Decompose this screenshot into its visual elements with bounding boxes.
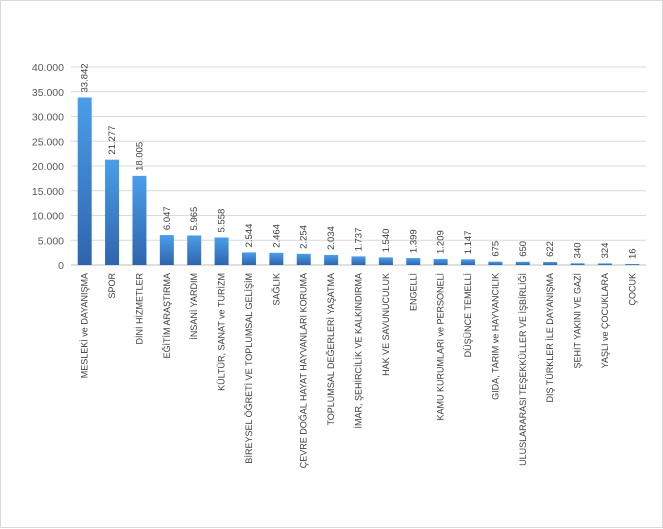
bar [488,261,503,265]
category-label: DİNİ HİZMETLER [134,273,144,345]
bar [296,253,311,265]
y-tick-label: 15.000 [32,186,64,198]
data-label: 622 [545,241,556,257]
category-label: ÇOCUK [627,273,637,306]
y-tick-label: 10.000 [32,211,64,223]
data-label: 324 [600,243,611,259]
data-label: 1.540 [381,229,392,253]
y-tick-label: 20.000 [32,161,64,173]
category-label: BİREYSEL ÖĞRETİ VE TOPLUMSAL GELİŞİM [244,273,254,464]
y-tick-label: 25.000 [32,136,64,148]
bar [406,258,421,265]
category-label: ÇEVRE DOĞAL HAYAT HAYVANLARI KORUMA [299,273,309,468]
data-label: 675 [490,241,501,257]
category-label: ENGELLİ [408,273,418,311]
category-label: TOPLUMSAL DEĞERLERİ YAŞATMA [326,273,336,426]
bar [132,175,147,265]
data-label: 6.047 [162,206,173,230]
category-label: İMAR, ŞEHİRCİLİK VE KALKINDIRMA [354,273,364,429]
category-label: İNSANİ YARDIM [189,273,199,340]
bar [351,256,366,265]
y-axis-tick-labels: 0 5.000 10.000 15.000 20.000 25.000 30.000 35.0… [32,62,64,272]
data-label: 5.965 [189,207,200,231]
bar [105,159,120,265]
data-label: 18.005 [134,142,145,171]
y-tick-label: 0 [58,260,64,272]
bar [625,264,640,265]
data-label: 1.147 [463,231,474,255]
y-tick-label: 35.000 [32,87,64,99]
data-label: 340 [573,242,584,258]
bar [378,257,393,265]
category-label: ULUSLARARASI TEŞEKKÜLLER VE İŞBİRLİĞİ [518,273,528,466]
category-label: SAĞLIK [271,273,281,306]
data-label: 1.399 [408,229,419,253]
bar [570,263,585,265]
category-label: DIŞ TÜRKLER İLE DAYANIŞMA [545,273,555,403]
category-label: HAK VE SAVUNUCULUK [381,273,391,376]
category-label: MESLEKİ ve DAYANIŞMA [80,273,90,378]
y-tick-label: 30.000 [32,112,64,124]
bar [269,252,284,265]
bar [159,235,174,265]
data-label: 21.277 [107,126,118,155]
bar [461,259,476,265]
bar [187,235,202,265]
data-label: 2.464 [271,224,282,248]
category-label: YAŞLI ve ÇOCUKLARA [600,273,610,368]
data-label: 2.544 [244,224,255,248]
data-label: 33.842 [80,63,91,92]
data-label: 2.034 [326,226,337,250]
category-label: KAMU KURUMLARI ve PERSONELİ [436,273,446,421]
category-label: DÜŞÜNCE TEMELLİ [463,273,473,357]
bar [214,237,229,265]
data-label: 1.209 [436,230,447,254]
bar [77,97,92,265]
y-tick-label: 40.000 [32,62,64,74]
bar [543,261,558,265]
y-tick-label: 5.000 [38,235,64,247]
bar [515,261,530,265]
x-axis-category-labels: MESLEKİ ve DAYANIŞMA SPOR DİNİ HİZMETLER EĞ… [80,273,638,469]
bar [324,254,339,265]
data-label: 1.737 [354,228,365,252]
data-label: 16 [627,248,638,259]
category-label: KÜLTÜR, SANAT ve TURİZM [217,273,227,391]
bar [241,252,256,265]
data-label: 5.558 [217,209,228,233]
category-label: EĞİTİM ARAŞTIRMA [162,273,172,359]
bars [77,97,640,265]
category-label: GIDA, TARIM ve HAYVANCILIK [490,273,500,400]
data-label: 650 [518,241,529,257]
category-label: SPOR [107,273,117,299]
data-label: 2.254 [299,225,310,249]
bar [433,259,448,265]
data-labels: 33.842 21.277 18.005 6.047 5.965 5.558 2.544 2.… [80,63,639,259]
bar [597,263,612,265]
category-label: ŞEHİT YAKINI VE GAZİ [573,273,583,369]
